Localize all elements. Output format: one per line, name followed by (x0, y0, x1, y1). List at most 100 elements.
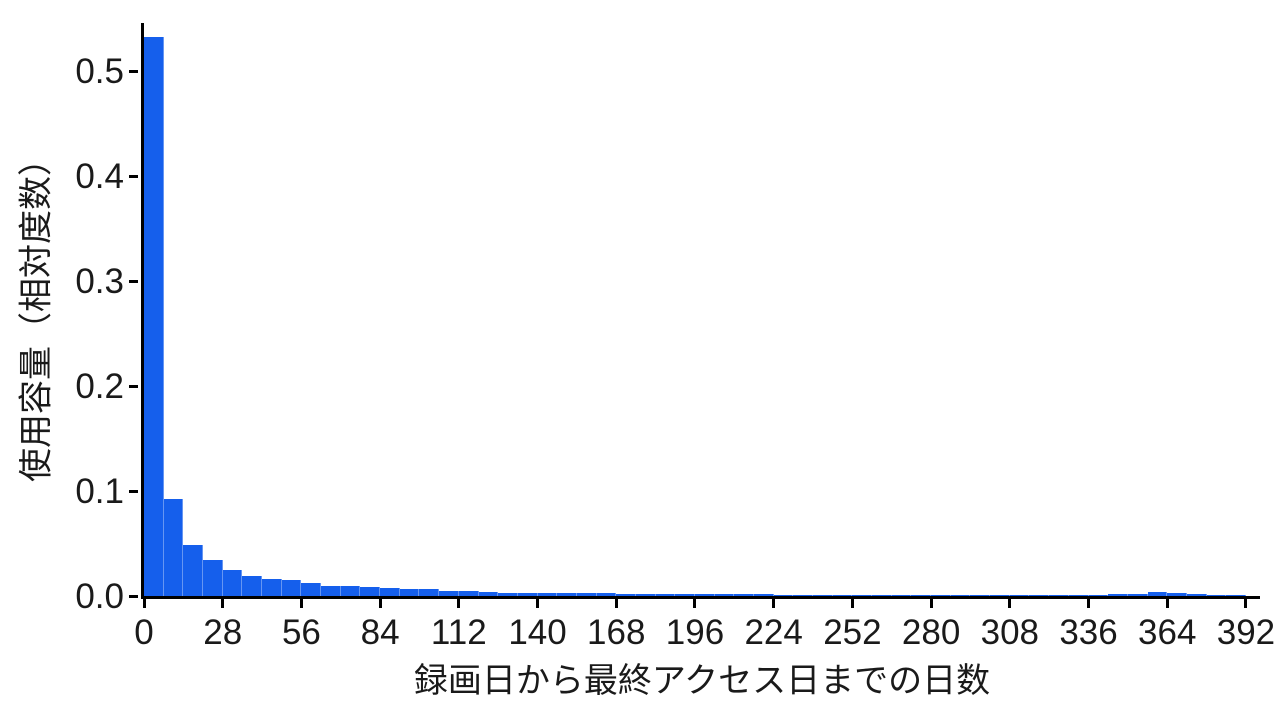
histogram-bar (655, 593, 676, 596)
histogram-bar (635, 593, 656, 596)
histogram-bar (891, 594, 912, 596)
histogram-bar (931, 594, 951, 596)
histogram-bar (911, 594, 932, 596)
histogram-bar (793, 594, 814, 596)
y-tick-mark (129, 279, 138, 283)
histogram-bar (183, 544, 204, 596)
histogram-bar (1088, 594, 1109, 596)
x-tick-mark (1165, 599, 1169, 608)
histogram-bar (340, 586, 361, 596)
x-tick-mark (536, 599, 540, 608)
y-tick-label: 0.2 (75, 367, 124, 407)
histogram-bar (517, 592, 538, 596)
x-tick-mark (142, 599, 146, 608)
y-tick-mark (129, 69, 138, 73)
histogram-bar (203, 560, 223, 596)
histogram-bar (1127, 594, 1148, 596)
y-tick-mark (129, 594, 138, 598)
histogram-bar (872, 594, 892, 596)
x-tick-label: 168 (587, 613, 646, 652)
histogram-bar (576, 593, 597, 596)
x-tick-label: 56 (281, 613, 321, 652)
y-tick-label: 0.4 (75, 157, 124, 197)
x-tick-label: 364 (1138, 613, 1197, 652)
histogram-bar (557, 593, 577, 596)
histogram-bar (301, 583, 322, 596)
histogram-bar (262, 578, 282, 596)
histogram-bar (950, 594, 971, 596)
x-tick-mark (929, 599, 933, 608)
x-tick-label: 280 (901, 613, 961, 652)
histogram-bar (734, 594, 754, 596)
histogram-bar (694, 594, 715, 596)
histogram-bar (360, 586, 381, 596)
histogram-bar (773, 594, 794, 596)
x-tick-label: 0 (134, 613, 154, 652)
x-tick-label: 140 (508, 613, 567, 652)
histogram-bar (321, 585, 341, 596)
plot-area: 0 28 56 84 112 140 168 196 224 252 280 308 336 364 392… (75, 23, 1275, 700)
histogram-bar (596, 593, 617, 596)
x-tick-mark (1087, 599, 1091, 608)
histogram-bar (675, 593, 695, 596)
x-tick-label: 308 (980, 613, 1040, 652)
histogram-bar (222, 569, 243, 596)
histogram-bar (537, 593, 558, 596)
x-tick-mark (614, 599, 618, 608)
x-tick-mark (1008, 599, 1012, 608)
x-tick-label: 224 (744, 613, 803, 652)
y-tick-mark (129, 489, 138, 493)
x-tick-label: 112 (430, 613, 487, 652)
histogram-bar (1186, 594, 1207, 596)
y-tick-label: 0.3 (75, 262, 124, 302)
x-tick-label: 28 (203, 613, 243, 652)
histogram-bar (1147, 591, 1168, 596)
histogram-bar (498, 592, 518, 596)
x-tick-label: 336 (1059, 613, 1118, 652)
histogram-bar (1068, 594, 1089, 596)
histogram-bar (1009, 594, 1030, 596)
y-tick-mark (129, 174, 138, 178)
x-axis-label: 録画日から最終アクセス日までの日数 (413, 662, 991, 700)
x-tick-mark (850, 599, 854, 608)
y-tick-label: 0.0 (75, 577, 124, 616)
histogram-bar (1108, 594, 1128, 596)
histogram-bar (832, 594, 853, 596)
y-tick-mark (129, 384, 138, 388)
histogram-bar (1226, 595, 1246, 596)
histogram-bar (970, 594, 991, 596)
histogram-bar (1206, 594, 1227, 596)
x-tick-mark (772, 599, 776, 608)
x-tick-label: 252 (823, 613, 882, 652)
histogram-bar (439, 590, 459, 596)
histogram-bar (399, 588, 420, 596)
histogram-bar (1167, 593, 1187, 596)
histogram-bar (242, 575, 263, 596)
x-tick-mark (693, 599, 697, 608)
histogram-bar (144, 36, 164, 596)
x-tick-mark (221, 599, 225, 608)
x-tick-label: 84 (360, 613, 400, 652)
histogram-bar (852, 594, 873, 596)
histogram-bar (990, 594, 1010, 596)
histogram-bar (1049, 594, 1069, 596)
x-tick-mark (299, 599, 303, 608)
histogram-bar (458, 590, 479, 596)
y-tick-label: 0.5 (75, 52, 124, 92)
x-tick-label: 392 (1216, 613, 1276, 652)
histogram-bar (478, 592, 499, 596)
histogram-bar (380, 587, 400, 596)
y-tick-label: 0.1 (75, 472, 124, 512)
x-tick-mark (457, 599, 461, 608)
histogram-bar (714, 594, 735, 596)
histogram-bar (281, 580, 302, 596)
histogram-bar (1029, 594, 1050, 596)
y-axis-label: 使用容量（相対度数） (17, 142, 56, 482)
histogram-bar (813, 594, 833, 596)
histogram-bar (163, 499, 184, 596)
x-tick-label: 196 (665, 613, 725, 652)
histogram-bar (616, 593, 636, 596)
x-tick-mark (378, 599, 382, 608)
histogram-bar (419, 589, 440, 596)
